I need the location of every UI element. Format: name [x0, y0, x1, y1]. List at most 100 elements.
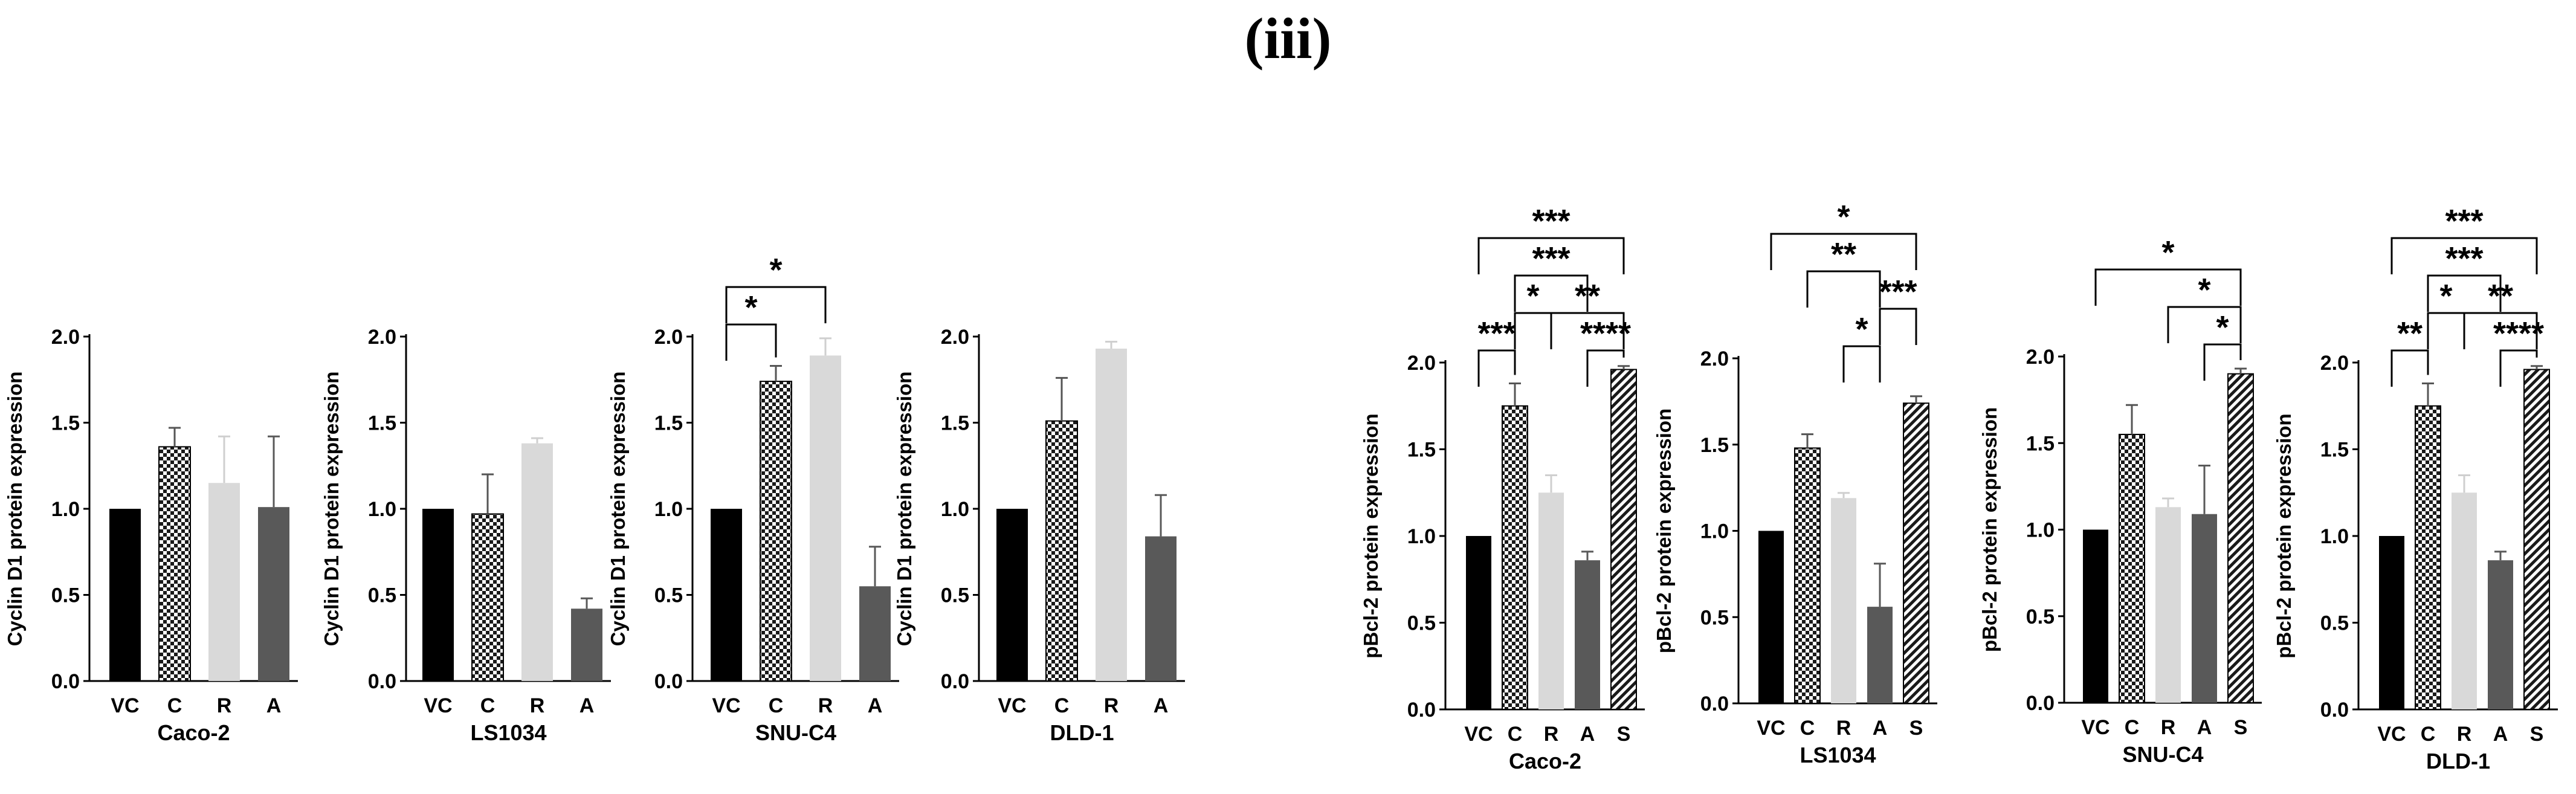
panel-5-bar-VC [1466, 536, 1491, 709]
panel-3-bar-C [760, 381, 792, 682]
panel-1-x-axis-label: Caco-2 [157, 720, 230, 745]
panel-5-category-label: VC [1464, 723, 1493, 746]
panel-6-y-tick-label: 1.0 [1700, 520, 1729, 543]
panel-5-significance-label: *** [1477, 315, 1516, 352]
panel-3-y-axis-label: Cyclin D1 protein expression [607, 372, 629, 647]
panel-8-category-label: A [2493, 723, 2508, 746]
panel-5-y-tick-label: 1.0 [1407, 525, 1436, 548]
panel-6-significance-label: ** [1831, 236, 1856, 273]
panel-5-significance-label: *** [1532, 203, 1570, 239]
panel-8-category-label: C [2421, 723, 2436, 746]
panel-7-bar-C [2119, 433, 2145, 703]
panel-6-category-label: VC [1757, 717, 1785, 740]
figure-title: (iii) [1244, 6, 1332, 71]
panel-5-significance-label: *** [1532, 240, 1570, 277]
panel-8-significance-label: *** [2445, 203, 2483, 239]
panel-8-x-axis-label: DLD-1 [2426, 749, 2490, 773]
panel-3-bar-VC [711, 509, 742, 681]
panel-8-significance-bracket [2463, 312, 2538, 349]
panel-8-y-tick-label: 0.5 [2320, 612, 2349, 635]
panel-5-x-axis-label: Caco-2 [1509, 749, 1581, 773]
panel-6-category-label: R [1836, 717, 1851, 740]
panel-7-bar-R [2155, 507, 2181, 703]
panel-3-category-label: R [818, 694, 833, 717]
panel-8-significance-bracket [2427, 312, 2465, 349]
panel-8-y-tick-label: 1.5 [2320, 439, 2349, 462]
panel-5-bar-S [1610, 369, 1637, 710]
panel-5-significance-bracket [1477, 349, 1516, 387]
panel-7-category-label: R [2161, 716, 2176, 739]
panel-1-y-tick-label: 1.5 [51, 412, 80, 435]
panel-4-y-tick-label: 2.0 [941, 326, 969, 349]
panel-6-significance-label: *** [1879, 274, 1917, 310]
panel-6-y-tick-label: 0.5 [1700, 606, 1729, 629]
panel-6-category-label: C [1800, 717, 1815, 740]
panel-2-bar-C [471, 513, 504, 682]
panel-1-y-tick-label: 0.0 [51, 670, 80, 693]
panel-2-bar-VC [422, 509, 454, 681]
panel-7-significance-label: * [2161, 234, 2174, 271]
panel-3-bar-A [859, 586, 891, 681]
panel-1-y-tick-label: 1.0 [51, 498, 80, 521]
panel-3-y-tick-label: 1.0 [654, 498, 683, 521]
panel-7-category-label: VC [2081, 716, 2110, 739]
panel-8-bar-C [2415, 405, 2441, 710]
panel-6-category-label: S [1909, 717, 1923, 740]
panel-1-y-tick-label: 0.5 [51, 584, 80, 607]
panel-5-bar-A [1575, 560, 1600, 709]
panel-6-bar-VC [1758, 531, 1784, 703]
panel-5-y-tick-label: 1.5 [1407, 439, 1436, 462]
panel-1-category-label: C [167, 694, 182, 717]
panel-8-significance-bracket [2390, 349, 2429, 387]
panel-8-bar-VC [2379, 536, 2404, 709]
panel-6-y-axis-label: pBcl-2 protein expression [1653, 408, 1675, 653]
panel-8-y-tick-label: 2.0 [2320, 352, 2349, 375]
panel-3-significance-bracket [725, 323, 777, 361]
panel-2-y-tick-label: 2.0 [368, 326, 396, 349]
panel-3-significance-label: * [744, 289, 757, 326]
panel-5-significance-bracket [1514, 312, 1552, 349]
panel-6-y-tick-label: 1.5 [1700, 434, 1729, 457]
panel-6-significance-bracket [1806, 270, 1881, 308]
panel-6-significance-bracket [1842, 345, 1881, 382]
panel-1-y-tick-label: 2.0 [51, 326, 80, 349]
panel-7-y-axis-label: pBcl-2 protein expression [1978, 407, 2001, 652]
panel-8-significance-label: * [2439, 278, 2452, 314]
panel-8-category-label: R [2457, 723, 2472, 746]
panel-5-category-label: S [1617, 723, 1631, 746]
panel-4-category-label: R [1104, 694, 1119, 717]
panel-6-significance-bracket [1879, 308, 1917, 345]
panel-5-significance-bracket [1514, 274, 1589, 312]
panel-8-significance-bracket [2427, 274, 2502, 312]
panel-2-y-tick-label: 0.5 [368, 584, 396, 607]
panel-8-bar-R [2452, 492, 2477, 709]
panel-7-y-tick-label: 0.0 [2026, 692, 2055, 715]
panel-8-bar-S [2523, 369, 2550, 710]
panel-2-bar-A [571, 608, 602, 681]
panel-2-bar-R [521, 443, 553, 681]
panel-6-significance-label: * [1837, 199, 1850, 235]
panel-8-significance-label: **** [2493, 315, 2544, 352]
panel-3-category-label: C [769, 694, 784, 717]
panel-3-significance-bracket [725, 286, 827, 323]
panel-1-y-axis-label: Cyclin D1 protein expression [4, 372, 26, 647]
panel-5-category-label: A [1580, 723, 1595, 746]
panel-1-bar-A [258, 507, 289, 681]
panel-2-category-label: VC [424, 694, 452, 717]
panel-6-category-label: A [1873, 717, 1888, 740]
panel-1-bar-R [208, 483, 240, 681]
panel-6-bar-A [1867, 607, 1893, 703]
panel-4-bar-VC [996, 509, 1028, 681]
panel-3-y-tick-label: 1.5 [654, 412, 683, 435]
panel-4-y-tick-label: 0.5 [941, 584, 969, 607]
panel-4-y-tick-label: 1.5 [941, 412, 969, 435]
panel-7-significance-label: * [2198, 272, 2210, 308]
panel-4-y-tick-label: 1.0 [941, 498, 969, 521]
panel-5-significance-bracket [1477, 237, 1625, 274]
panel-1-bar-C [158, 446, 191, 682]
panel-3-category-label: VC [712, 694, 740, 717]
panel-5-significance-bracket [1586, 349, 1625, 387]
panel-2-x-axis-label: LS1034 [470, 720, 546, 745]
panel-3-y-tick-label: 2.0 [654, 326, 683, 349]
